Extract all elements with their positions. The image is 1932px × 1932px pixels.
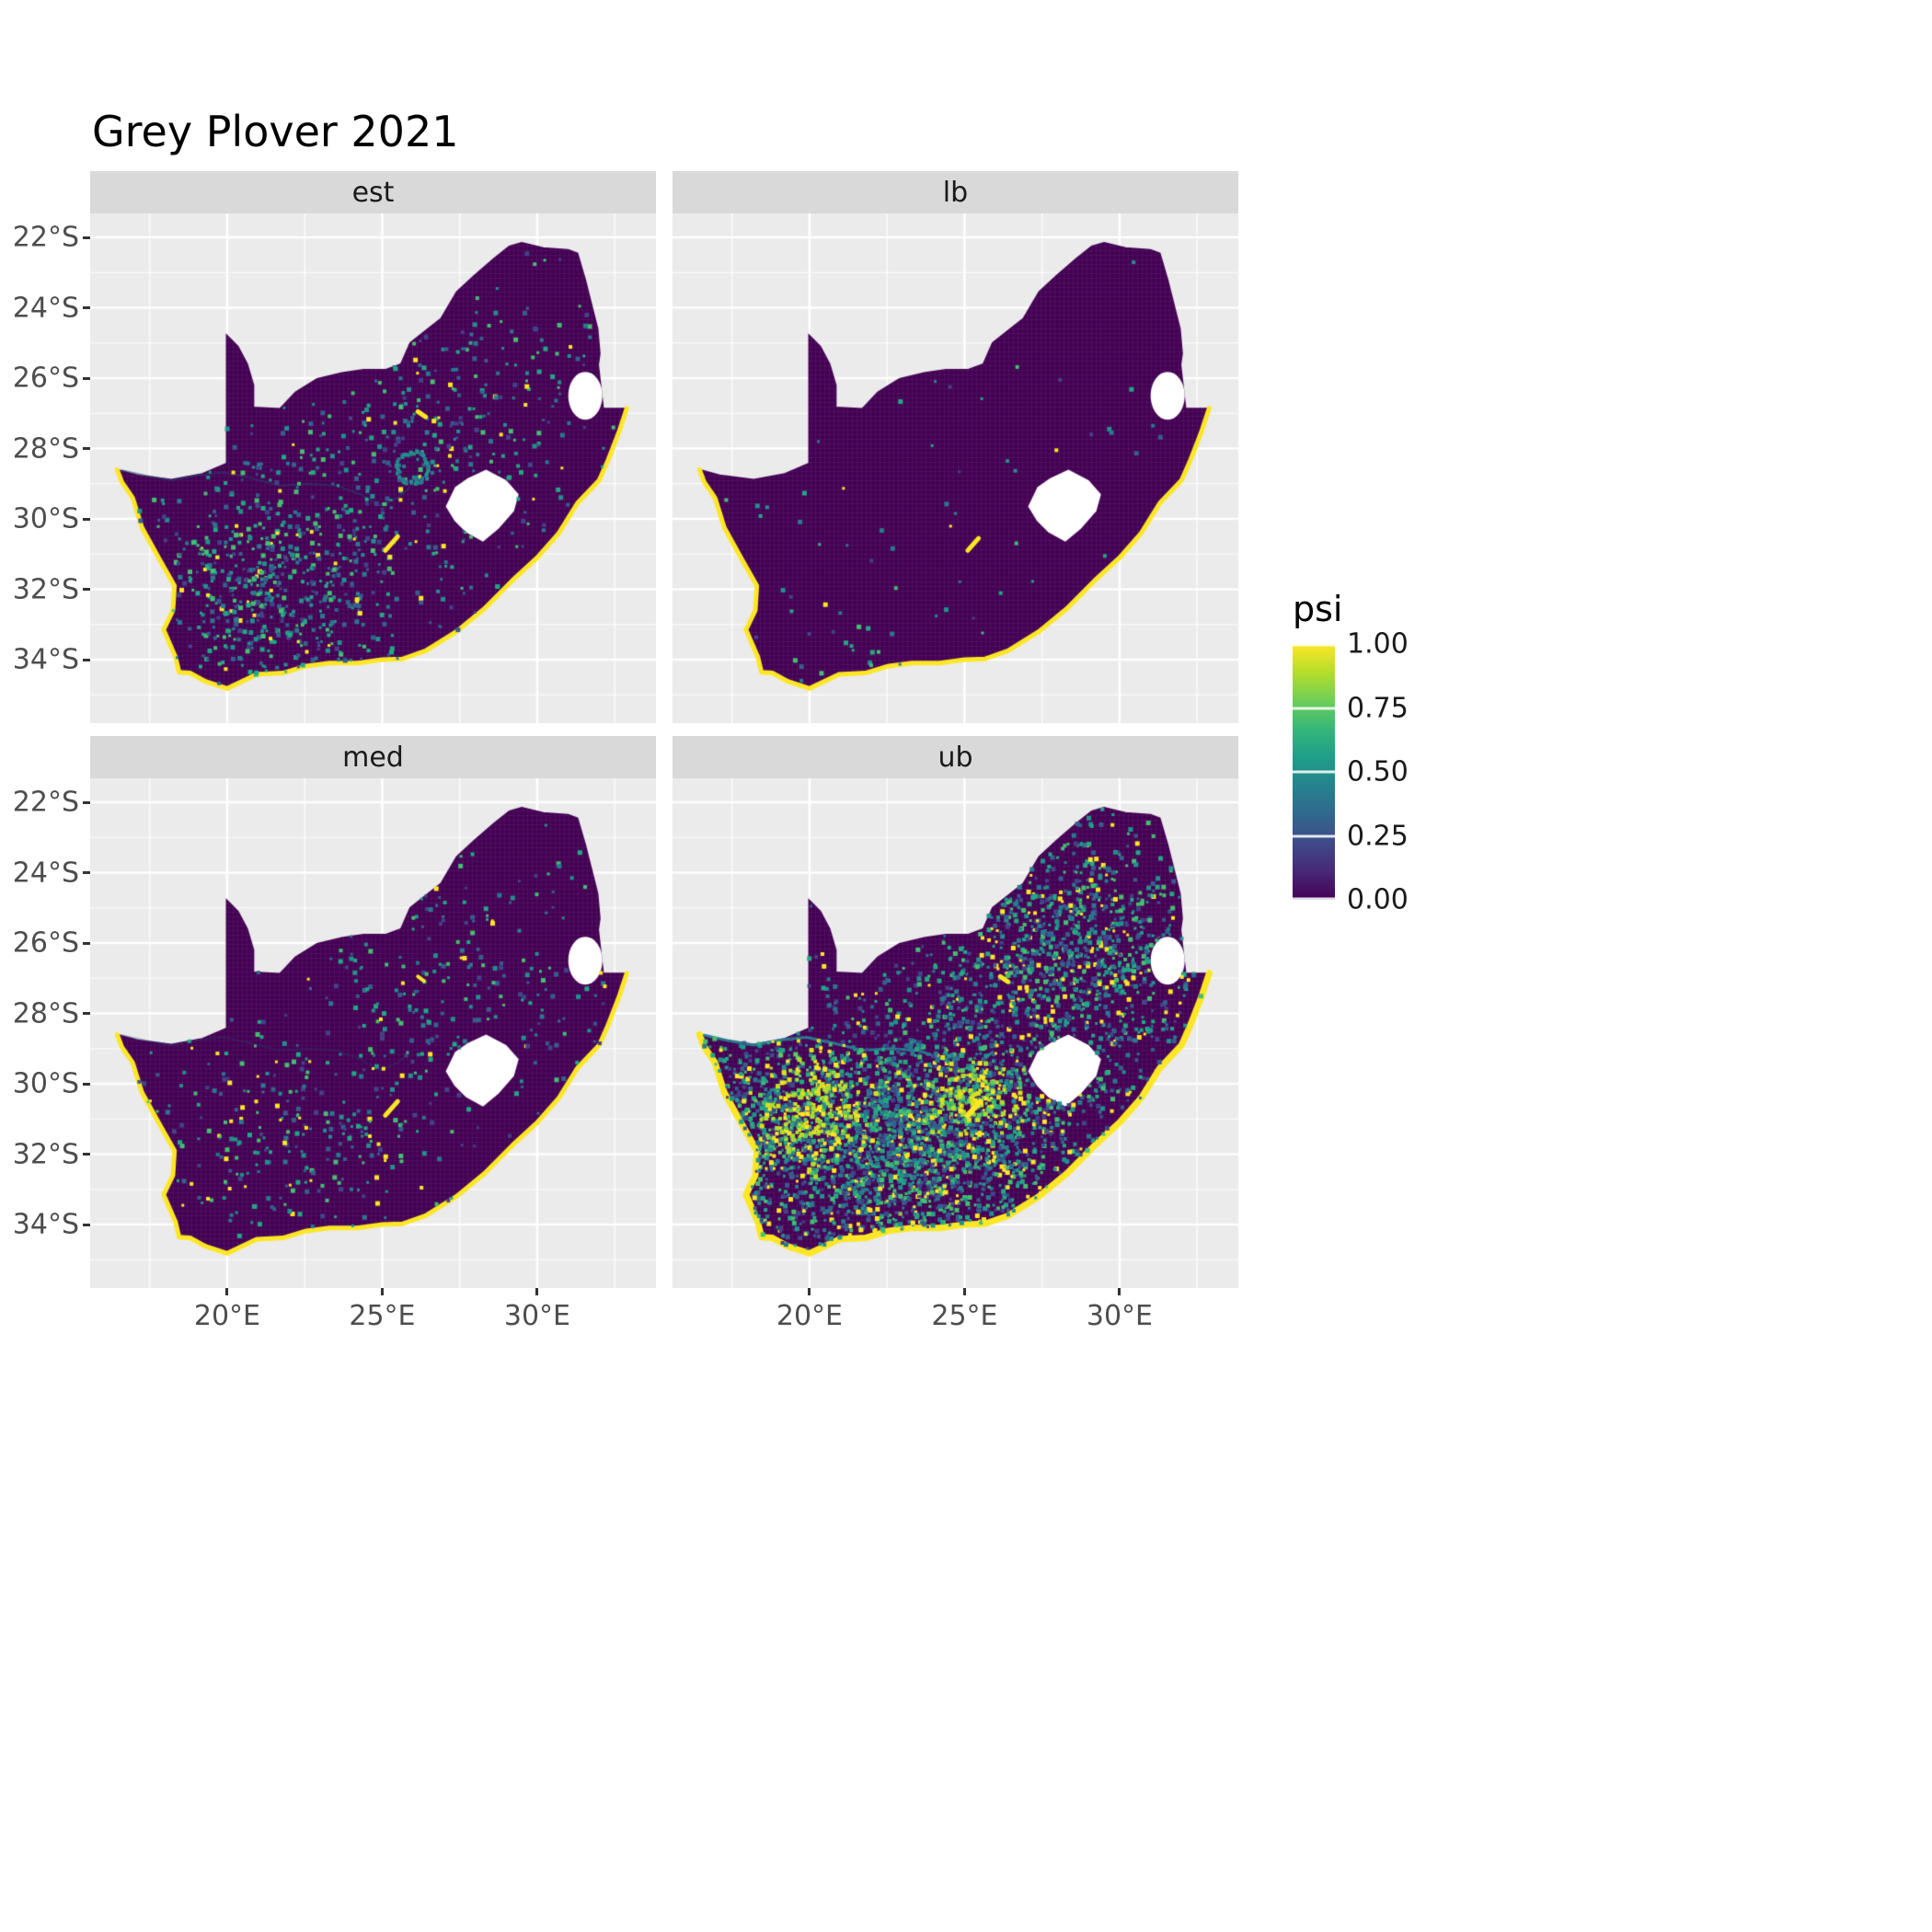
y-axis-tick	[83, 306, 90, 309]
x-axis-tick-label: 30°E	[503, 1300, 571, 1332]
x-axis-tick	[225, 1288, 229, 1295]
facet-strip-lb: lb	[673, 171, 1238, 213]
x-axis-tick	[808, 1288, 811, 1295]
x-axis-tick-label: 25°E	[349, 1300, 416, 1332]
map-panel-est	[90, 213, 656, 723]
y-axis-tick	[83, 871, 90, 874]
legend-tick	[1293, 897, 1335, 901]
facet-strip-ub: ub	[673, 736, 1238, 778]
y-axis-tick-label: 22°S	[12, 786, 79, 819]
x-axis-tick	[380, 1288, 384, 1295]
y-axis-tick	[83, 1082, 90, 1086]
legend-tick	[1293, 707, 1335, 710]
x-axis-tick	[962, 1288, 966, 1295]
facet-strip-label: est	[351, 176, 395, 209]
y-axis-tick-label: 24°S	[12, 857, 79, 889]
y-axis-tick	[83, 517, 90, 521]
y-axis-tick	[83, 236, 90, 239]
y-axis-tick	[83, 1012, 90, 1015]
y-axis-tick-label: 32°S	[12, 1138, 79, 1170]
y-axis-tick-label: 28°S	[12, 997, 79, 1029]
legend-label: 0.50	[1347, 755, 1409, 788]
y-axis-tick-label: 30°S	[12, 502, 79, 535]
legend-label: 0.75	[1347, 692, 1409, 725]
facet-strip-med: med	[90, 736, 656, 778]
y-axis-tick-label: 24°S	[12, 292, 79, 324]
y-axis-tick-label: 34°S	[12, 643, 79, 676]
x-axis-tick	[535, 1288, 539, 1295]
x-axis-tick-label: 25°E	[931, 1300, 998, 1332]
y-axis-tick-label: 30°S	[12, 1067, 79, 1100]
legend-label: 0.00	[1347, 883, 1409, 916]
x-axis-tick-label: 20°E	[193, 1300, 261, 1332]
map-panel-med	[90, 778, 656, 1288]
legend-tick	[1293, 643, 1335, 647]
y-axis-tick	[83, 941, 90, 945]
map-panel-lb	[673, 213, 1238, 723]
legend-label: 0.25	[1347, 820, 1409, 853]
facet-strip-label: lb	[942, 176, 969, 209]
y-axis-tick	[83, 376, 90, 380]
x-axis-tick-label: 20°E	[776, 1300, 844, 1332]
chart-title: Grey Plover 2021	[92, 107, 459, 156]
y-axis-tick	[83, 1223, 90, 1226]
y-axis-tick	[83, 447, 90, 450]
y-axis-tick-label: 34°S	[12, 1208, 79, 1241]
legend-title: psi	[1293, 589, 1343, 629]
y-axis-tick	[83, 800, 90, 804]
legend-label: 1.00	[1347, 627, 1409, 661]
facet-strip-label: med	[342, 741, 404, 774]
y-axis-tick-label: 22°S	[12, 221, 79, 254]
legend-tick	[1293, 834, 1335, 838]
x-axis-tick-label: 30°E	[1086, 1300, 1154, 1332]
facet-strip-label: ub	[937, 741, 973, 774]
y-axis-tick	[83, 1153, 90, 1156]
map-panel-ub	[673, 778, 1238, 1288]
y-axis-tick-label: 28°S	[12, 432, 79, 465]
facet-strip-est: est	[90, 171, 656, 213]
x-axis-tick	[1118, 1288, 1121, 1295]
y-axis-tick-label: 26°S	[12, 362, 79, 395]
y-axis-tick	[83, 658, 90, 661]
y-axis-tick-label: 26°S	[12, 926, 79, 960]
legend-tick	[1293, 770, 1335, 774]
y-axis-tick-label: 32°S	[12, 573, 79, 605]
y-axis-tick	[83, 588, 90, 591]
